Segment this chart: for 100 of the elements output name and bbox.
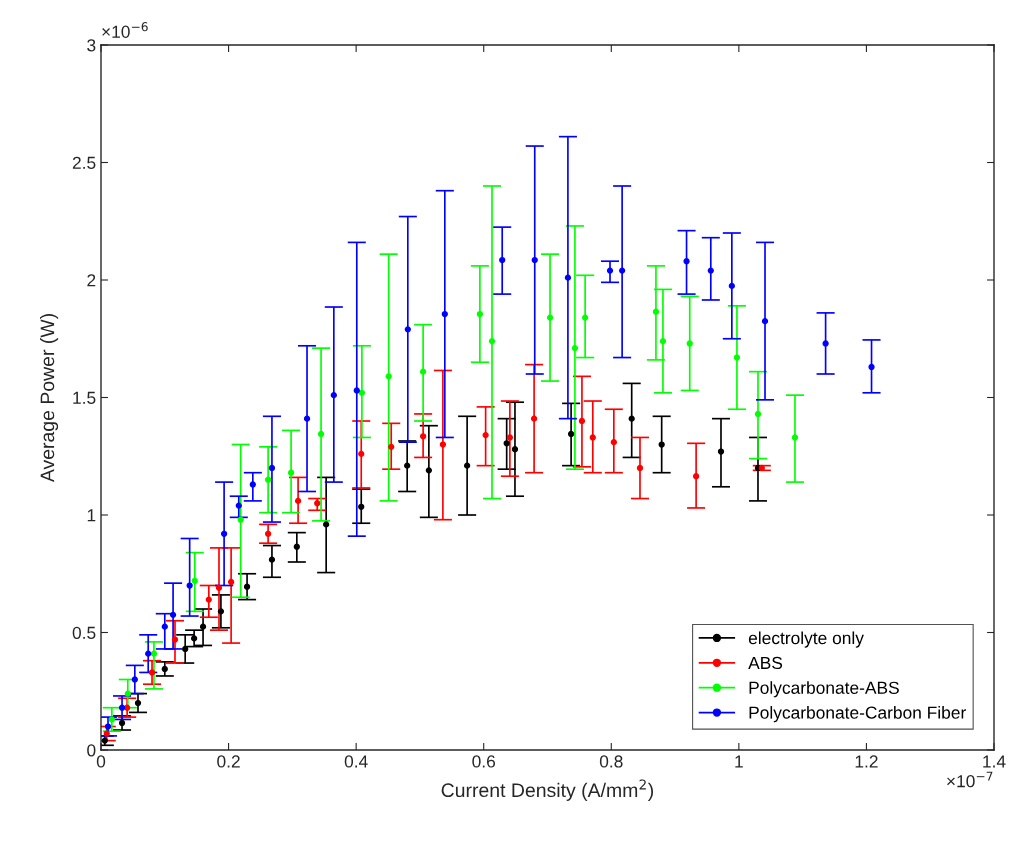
point (249, 481, 256, 488)
y-tick-label: 0.5 (72, 626, 96, 639)
point (425, 467, 432, 474)
point (264, 530, 272, 537)
point (511, 446, 519, 453)
point (761, 317, 769, 325)
point (186, 582, 193, 589)
point (589, 434, 596, 441)
point (791, 434, 799, 441)
x-tick-label: 0.2 (217, 755, 240, 768)
point (227, 578, 235, 586)
point (582, 314, 589, 321)
text: ×10$^{−7}$ (947, 771, 993, 788)
point (628, 415, 635, 422)
point (499, 256, 506, 264)
point (134, 699, 142, 707)
legend-label: Polycarbonate-Carbon Fiber (749, 706, 966, 723)
x-tick-label: 0 (96, 755, 106, 768)
point (404, 326, 411, 333)
point (243, 583, 251, 590)
point (503, 440, 510, 447)
point (404, 462, 411, 469)
x-tick-label: 0.8 (599, 755, 623, 768)
point (717, 448, 725, 455)
point (205, 596, 212, 603)
point (268, 464, 276, 472)
point (108, 716, 115, 723)
point (169, 611, 177, 619)
point (531, 256, 538, 264)
point (610, 439, 617, 446)
point (268, 556, 276, 563)
point (150, 650, 158, 657)
point (707, 267, 714, 274)
point (658, 441, 665, 448)
y-tick-label: 1.5 (73, 391, 96, 404)
point (220, 530, 228, 537)
point (358, 389, 366, 396)
point (330, 392, 337, 399)
point (385, 373, 392, 380)
point (303, 415, 311, 422)
point (264, 476, 272, 483)
point (171, 636, 179, 643)
point (546, 314, 554, 321)
point (439, 441, 447, 448)
x-tick-label: 0.4 (344, 755, 368, 768)
point (567, 430, 575, 438)
y-tick-label: 2 (87, 274, 96, 287)
text: ×10$^{−6}$ (102, 22, 148, 38)
point (659, 337, 667, 345)
point (606, 267, 614, 274)
point (235, 502, 242, 509)
point (124, 704, 131, 711)
point (419, 433, 427, 440)
point (191, 635, 198, 642)
point (294, 497, 302, 505)
point (103, 730, 110, 737)
x-tick-label: 1 (735, 755, 743, 768)
point (161, 665, 168, 673)
point (578, 417, 586, 425)
point (619, 267, 626, 274)
point (148, 669, 156, 676)
point (868, 363, 875, 371)
point (124, 690, 131, 697)
y-tick-label: 0 (87, 744, 96, 757)
point (182, 645, 189, 653)
point (104, 723, 112, 730)
point (419, 368, 427, 375)
point (388, 443, 395, 450)
legend-label: Polycarbonate-ABS (749, 681, 899, 698)
point (199, 623, 207, 630)
point (215, 584, 223, 591)
point (314, 500, 321, 507)
point (358, 450, 365, 458)
point (353, 387, 360, 394)
point (488, 337, 496, 345)
point (636, 464, 644, 472)
y-axis-title: Average Power (W) (39, 314, 59, 483)
point (476, 310, 484, 318)
point (652, 308, 660, 315)
point (564, 274, 572, 281)
point (822, 340, 829, 347)
legend-label: electrolyte only (748, 631, 864, 648)
point (317, 430, 325, 438)
point (464, 462, 471, 469)
x-tick-label: 1.2 (855, 755, 878, 768)
point (482, 431, 489, 439)
y-tick-label: 1 (87, 509, 96, 522)
point (237, 516, 244, 523)
point (441, 310, 448, 318)
point (293, 543, 300, 550)
point (692, 473, 700, 480)
point (358, 503, 365, 510)
y-tick-label: 3 (87, 39, 96, 52)
point (118, 719, 126, 727)
point (571, 345, 579, 352)
point (686, 340, 693, 347)
point (118, 704, 126, 711)
point (191, 577, 198, 584)
point (530, 415, 538, 422)
point (217, 608, 225, 615)
